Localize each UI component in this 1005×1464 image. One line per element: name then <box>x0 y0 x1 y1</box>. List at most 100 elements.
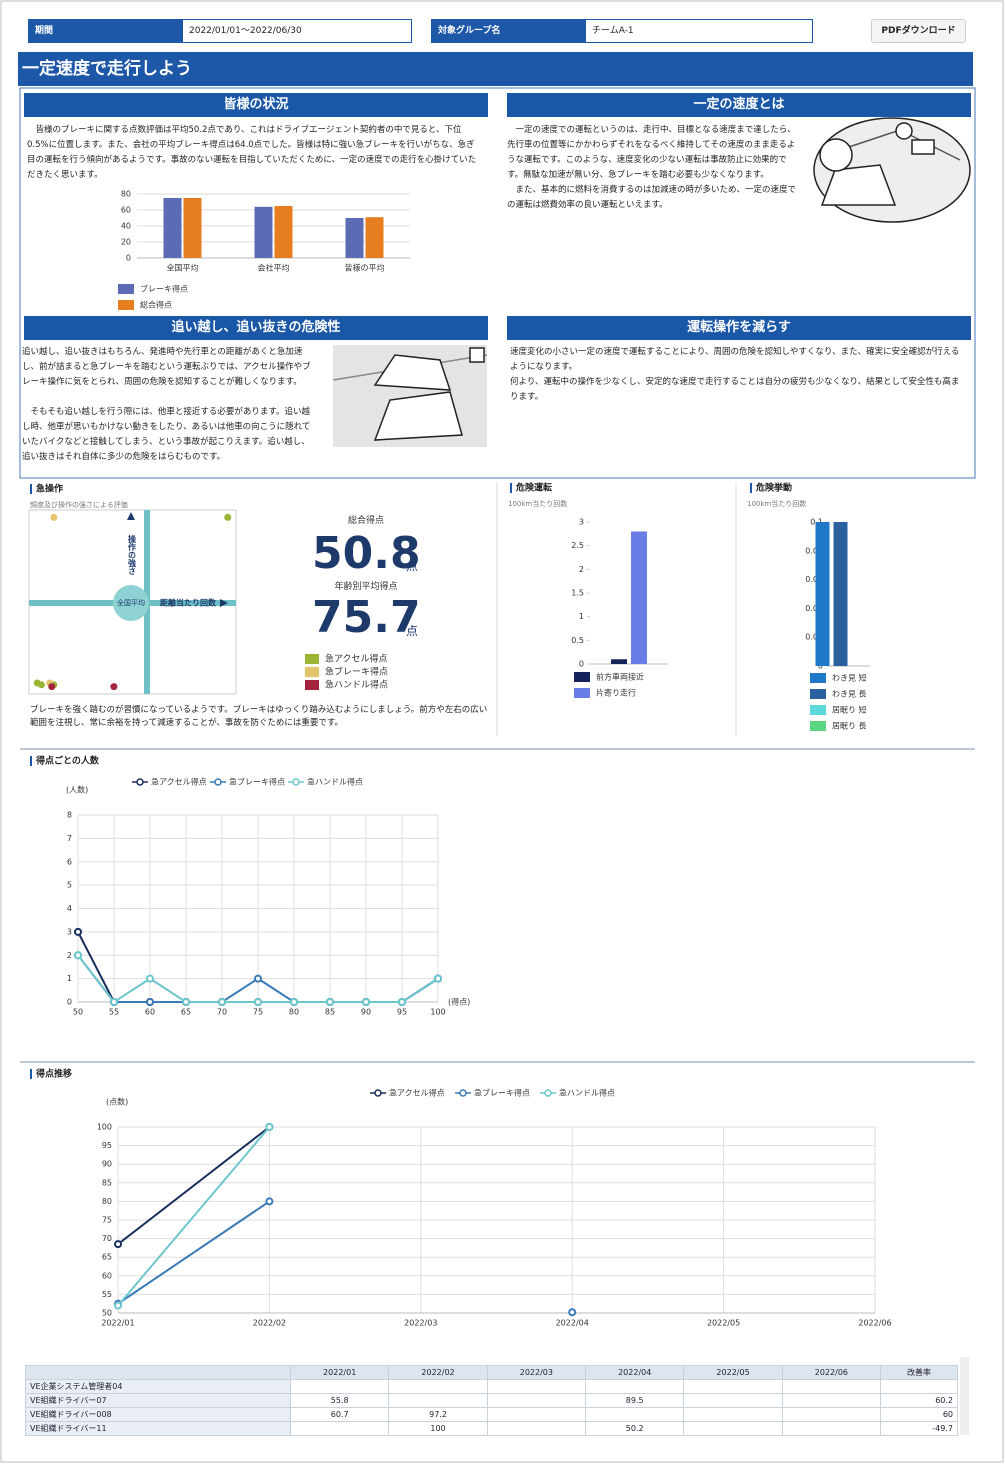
y-tick-label: 0.04 <box>805 604 823 613</box>
table-cell <box>486 1379 587 1394</box>
legend-label: 急ブレーキ得点 <box>474 1088 530 1098</box>
x-tick-label: 2022/05 <box>707 1319 740 1328</box>
point <box>254 974 262 983</box>
y-tick-label: 6 <box>67 857 72 866</box>
legend-marker <box>136 778 144 786</box>
x-tick-label: 80 <box>289 1008 299 1017</box>
table-cell <box>486 1407 587 1422</box>
x-tick-label: 2022/01 <box>101 1319 134 1328</box>
y-tick-label: 70 <box>102 1234 112 1243</box>
point <box>182 998 190 1006</box>
point <box>74 927 82 936</box>
legend-label: わき見 長 <box>832 690 867 699</box>
bar <box>631 531 647 664</box>
point <box>254 998 262 1006</box>
legend-marker <box>292 778 300 786</box>
y-tick-label: 80 <box>121 190 131 199</box>
value: 2022/01/01～2022/06/30 <box>189 26 302 36</box>
table-cell <box>388 1379 488 1394</box>
y-tick-label: 95 <box>102 1141 112 1150</box>
table-cell <box>486 1393 587 1408</box>
score-unit: 点 <box>406 624 419 638</box>
legend-swatch <box>810 673 826 683</box>
info-frame <box>19 87 976 479</box>
point <box>290 998 298 1006</box>
legend-label: 居眠り 長 <box>832 722 867 731</box>
y-axis-label: 操作の強さ <box>127 534 137 575</box>
section-heading: 一定の速度とは <box>507 93 971 117</box>
legend-label: 総合得点 <box>140 300 172 310</box>
table-cell <box>486 1421 587 1436</box>
advice: ブレーキを強く踏むのが習慣になっているようです。ブレーキはゆっくり踏み込むように… <box>30 705 488 728</box>
point <box>74 951 82 960</box>
y-tick-label: 50 <box>102 1309 112 1318</box>
legend-swatch <box>305 654 319 664</box>
y-tick-label: 7 <box>67 834 72 843</box>
point <box>114 1301 122 1310</box>
point <box>398 998 406 1006</box>
y-tick-label: 5 <box>67 881 72 890</box>
y-tick-label: 0 <box>126 254 131 263</box>
x-tick-label: 2022/02 <box>253 1319 286 1328</box>
point <box>50 513 58 521</box>
table-cell: 50.2 <box>585 1421 685 1436</box>
chart-subtitle: 100km当たり回数 <box>747 499 806 508</box>
bar <box>815 522 830 666</box>
table-cell <box>683 1407 783 1422</box>
legend-label: 片寄り走行 <box>596 688 636 698</box>
series-line <box>117 1126 271 1307</box>
legend-label: 居眠り 短 <box>832 705 867 715</box>
y-axis-label: (人数) <box>66 785 88 795</box>
legend-swatch <box>305 667 319 677</box>
point <box>568 1308 577 1317</box>
point <box>110 998 118 1006</box>
x-tick-label: 85 <box>325 1008 335 1017</box>
label: 期間 <box>29 20 183 42</box>
y-tick-label: 1 <box>67 974 72 983</box>
bar <box>163 198 182 258</box>
point <box>265 1123 274 1131</box>
y-tick-label: 80 <box>102 1197 112 1206</box>
legend-swatch <box>118 300 134 310</box>
table-row: VE企業システム管理者04 <box>25 1379 958 1394</box>
paragraph: そもそも追い越しを行う際には、他車と接近する必要があります。追い越し時、他車が思… <box>22 407 311 462</box>
section-heading: 皆様の状況 <box>24 93 488 117</box>
illustration-scatter-frame <box>28 509 237 695</box>
bar <box>274 206 293 258</box>
section-body: 皆様のブレーキに関する点数評価は平均50.2点であり、これはドライブエージェント… <box>27 123 482 183</box>
illustration-speed <box>813 117 971 223</box>
legend-label: 急ハンドル得点 <box>325 679 388 691</box>
score-table: 2022/01 2022/02 2022/03 2022/04 2022/05 2022/… <box>25 1365 958 1436</box>
legend-marker <box>544 1089 552 1097</box>
legend-marker <box>374 1089 382 1097</box>
table-cell <box>683 1393 783 1408</box>
bar <box>611 659 627 664</box>
y-tick-label: 60 <box>121 206 131 215</box>
point <box>224 513 232 521</box>
chart-subtitle: 頻度及び操作の強さによる評価 <box>30 500 128 509</box>
legend-swatch <box>118 284 134 294</box>
section-body: 一定の速度での運転というのは、走行中、目標となる速度まで達したら、先行車の位置等… <box>507 123 799 213</box>
y-tick-label: 3 <box>67 927 72 936</box>
table-cell: VE組織ドライバー07 <box>25 1393 291 1408</box>
point <box>37 681 45 689</box>
x-tick-label: 65 <box>181 1008 191 1017</box>
table-cell: 97.2 <box>388 1407 488 1422</box>
score-label: 総合得点 <box>347 516 384 526</box>
table-cell: 改善率 <box>880 1365 958 1380</box>
group-box: 対象グループ名 チームA-1 <box>431 19 813 43</box>
x-tick-label: 50 <box>73 1008 83 1017</box>
table-cell: 2022/05 <box>683 1365 783 1380</box>
page-title: 一定速度で走行しよう <box>18 52 973 86</box>
table-cell <box>585 1407 685 1422</box>
legend-label: 前方車両接近 <box>596 672 644 682</box>
table-cell: 2022/04 <box>585 1365 685 1380</box>
point <box>114 1240 122 1249</box>
x-tick-label: 70 <box>217 1008 227 1017</box>
table-cell <box>289 1379 390 1394</box>
pdf-button[interactable]: PDFダウンロード <box>871 19 966 43</box>
y-tick-label: 2 <box>579 565 584 574</box>
